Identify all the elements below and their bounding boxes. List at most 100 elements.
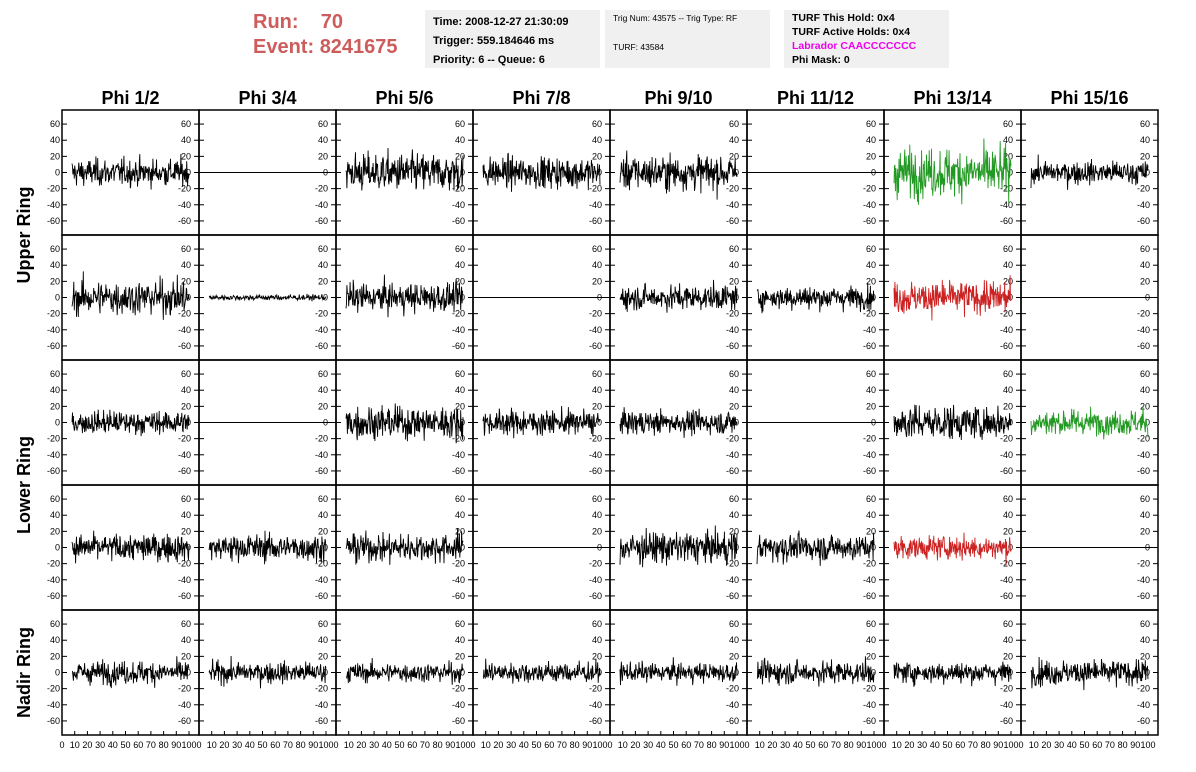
x-tick-label: 80	[844, 740, 854, 750]
y-tick-label: 40	[318, 135, 328, 145]
y-tick-label: -60	[315, 591, 328, 601]
y-tick-label: 20	[318, 401, 328, 411]
y-tick-label: 20	[455, 151, 465, 161]
y-tick-label: -40	[178, 200, 191, 210]
x-tick-label: 100	[181, 740, 196, 750]
waveform-trace	[71, 530, 190, 564]
y-tick-label: -20	[863, 559, 876, 569]
y-tick-label: 20	[1140, 651, 1150, 661]
y-tick-label: -60	[1137, 341, 1150, 351]
x-tick-label: 50	[257, 740, 267, 750]
waveform-trace	[893, 138, 1012, 205]
y-tick-label: 20	[1140, 151, 1150, 161]
y-tick-label: 20	[1140, 401, 1150, 411]
y-tick-label: -40	[726, 575, 739, 585]
waveform-trace	[345, 403, 464, 444]
x-tick-label: 40	[793, 740, 803, 750]
y-tick-label: -20	[47, 684, 60, 694]
y-tick-label: 20	[729, 526, 739, 536]
y-tick-label: 20	[1140, 526, 1150, 536]
y-tick-label: 0	[460, 543, 465, 553]
y-tick-label: -40	[863, 575, 876, 585]
y-tick-label: -40	[863, 325, 876, 335]
y-tick-label: -40	[47, 575, 60, 585]
y-tick-label: 0	[1145, 168, 1150, 178]
y-tick-label: 60	[318, 244, 328, 254]
x-tick-label: 0	[196, 740, 201, 750]
y-tick-label: 20	[318, 526, 328, 536]
x-tick-label: 0	[607, 740, 612, 750]
y-tick-label: -20	[863, 184, 876, 194]
y-tick-label: -40	[47, 325, 60, 335]
y-tick-label: -40	[315, 325, 328, 335]
y-tick-label: -60	[863, 591, 876, 601]
y-tick-label: -40	[178, 450, 191, 460]
y-tick-label: 40	[729, 385, 739, 395]
x-tick-label: 50	[942, 740, 952, 750]
x-tick-label: 30	[506, 740, 516, 750]
y-tick-label: -20	[47, 559, 60, 569]
y-tick-label: -60	[726, 716, 739, 726]
y-tick-label: 40	[50, 385, 60, 395]
x-tick-label: 60	[1092, 740, 1102, 750]
waveform-trace	[756, 283, 875, 314]
y-tick-label: 20	[318, 651, 328, 661]
y-tick-label: -40	[589, 700, 602, 710]
y-tick-label: -60	[315, 716, 328, 726]
x-tick-label: 90	[308, 740, 318, 750]
y-tick-label: -60	[863, 716, 876, 726]
y-tick-label: -60	[589, 591, 602, 601]
x-tick-label: 20	[219, 740, 229, 750]
x-tick-label: 0	[744, 740, 749, 750]
x-tick-label: 70	[420, 740, 430, 750]
x-tick-label: 70	[146, 740, 156, 750]
x-tick-label: 100	[318, 740, 333, 750]
x-tick-label: 40	[519, 740, 529, 750]
y-tick-label: 60	[318, 619, 328, 629]
x-tick-label: 40	[930, 740, 940, 750]
y-tick-label: -20	[1137, 309, 1150, 319]
x-tick-label: 0	[470, 740, 475, 750]
y-tick-label: -20	[863, 684, 876, 694]
y-tick-label: -20	[726, 684, 739, 694]
y-tick-label: -20	[315, 434, 328, 444]
y-tick-label: -40	[863, 450, 876, 460]
event-label: Event:	[253, 36, 315, 58]
x-tick-label: 60	[818, 740, 828, 750]
y-tick-label: 40	[455, 260, 465, 270]
x-tick-label: 40	[1067, 740, 1077, 750]
x-tick-label: 40	[382, 740, 392, 750]
y-tick-label: -60	[589, 341, 602, 351]
y-tick-label: 60	[455, 244, 465, 254]
y-tick-label: 20	[50, 276, 60, 286]
x-tick-label: 20	[1041, 740, 1051, 750]
waveform-trace	[893, 661, 1012, 687]
run-label: Run:	[253, 11, 299, 33]
x-tick-label: 70	[283, 740, 293, 750]
y-tick-label: 40	[181, 260, 191, 270]
column-title: Phi 5/6	[375, 88, 433, 108]
y-tick-label: 40	[1140, 510, 1150, 520]
y-tick-label: 20	[866, 151, 876, 161]
y-tick-label: 40	[592, 385, 602, 395]
y-tick-label: -20	[1137, 434, 1150, 444]
y-tick-label: 60	[1003, 619, 1013, 629]
y-tick-label: -40	[315, 575, 328, 585]
y-tick-label: -40	[726, 325, 739, 335]
y-tick-label: 40	[1003, 260, 1013, 270]
y-tick-label: 60	[318, 494, 328, 504]
y-tick-label: 20	[50, 401, 60, 411]
x-tick-label: 80	[570, 740, 580, 750]
y-tick-label: 0	[597, 418, 602, 428]
y-tick-label: 20	[866, 401, 876, 411]
x-tick-label: 30	[917, 740, 927, 750]
y-tick-label: -40	[1137, 325, 1150, 335]
y-tick-label: 0	[55, 668, 60, 678]
y-tick-label: 60	[729, 619, 739, 629]
y-tick-label: 60	[1140, 244, 1150, 254]
y-tick-label: -60	[1000, 341, 1013, 351]
y-tick-label: 40	[1140, 135, 1150, 145]
y-tick-label: -20	[452, 559, 465, 569]
waveform-trace	[893, 404, 1012, 441]
y-tick-label: -20	[47, 434, 60, 444]
